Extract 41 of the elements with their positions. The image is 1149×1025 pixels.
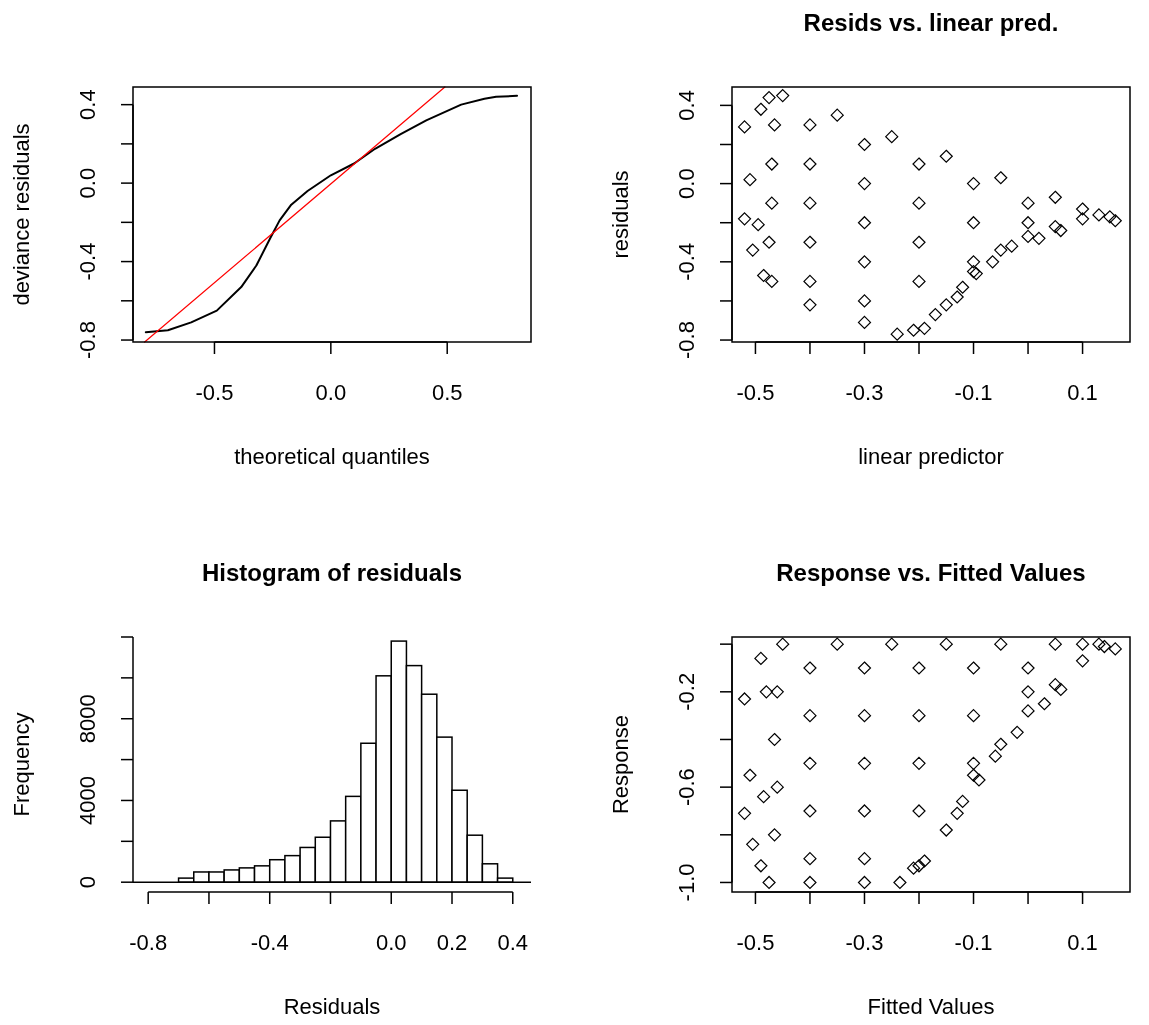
x-tick-label: 0.1 xyxy=(1067,380,1098,405)
x-tick-label: -0.3 xyxy=(845,380,884,405)
x-tick-label: -0.3 xyxy=(845,930,884,955)
y-axis-title: residuals xyxy=(608,170,633,259)
y-tick-label: 4000 xyxy=(75,775,100,825)
x-tick-label: 0.5 xyxy=(431,380,463,405)
x-tick-label: 0.0 xyxy=(375,930,407,955)
y-tick-label: -0.4 xyxy=(674,242,699,281)
chart-title: Response vs. Fitted Values xyxy=(776,559,1086,586)
x-axis-title: theoretical quantiles xyxy=(234,444,430,469)
y-axis-title: Response xyxy=(608,714,633,815)
y-tick-label: -0.4 xyxy=(75,242,100,281)
y-tick-label: -0.8 xyxy=(75,321,100,359)
y-tick-label: 0.0 xyxy=(75,167,100,199)
y-tick-label: -0.6 xyxy=(674,768,699,807)
y-tick-label: 8000 xyxy=(75,694,100,744)
x-tick-label: 0.2 xyxy=(436,930,468,955)
x-tick-label: -0.8 xyxy=(129,930,168,955)
x-tick-label: -0.1 xyxy=(954,380,993,405)
chart-title: Histogram of residuals xyxy=(201,559,463,586)
y-axis-title: Frequency xyxy=(9,712,34,817)
y-tick-label: 0.4 xyxy=(75,89,100,120)
x-axis-title: linear predictor xyxy=(858,444,1004,469)
x-tick-label: -0.5 xyxy=(736,930,775,955)
x-tick-label: -0.5 xyxy=(736,380,775,405)
x-tick-label: -0.4 xyxy=(250,930,289,955)
y-tick-label: 0.0 xyxy=(674,168,699,199)
y-tick-label: 0.4 xyxy=(674,90,699,121)
x-tick-label: 0.0 xyxy=(315,380,347,405)
x-axis-title: Fitted Values xyxy=(867,994,995,1019)
x-tick-label: 0.4 xyxy=(497,930,529,955)
x-tick-label: -0.5 xyxy=(195,380,234,405)
x-tick-label: -0.1 xyxy=(954,930,993,955)
chart-title: Resids vs. linear pred. xyxy=(803,9,1059,36)
y-axis-title: deviance residuals xyxy=(9,123,34,306)
y-tick-label: -1.0 xyxy=(674,863,699,902)
x-axis-title: Residuals xyxy=(283,994,381,1019)
y-tick-label: -0.8 xyxy=(674,321,699,360)
x-tick-label: 0.1 xyxy=(1067,930,1098,955)
y-tick-label: -0.2 xyxy=(674,672,699,711)
y-tick-label: 0 xyxy=(75,876,100,889)
